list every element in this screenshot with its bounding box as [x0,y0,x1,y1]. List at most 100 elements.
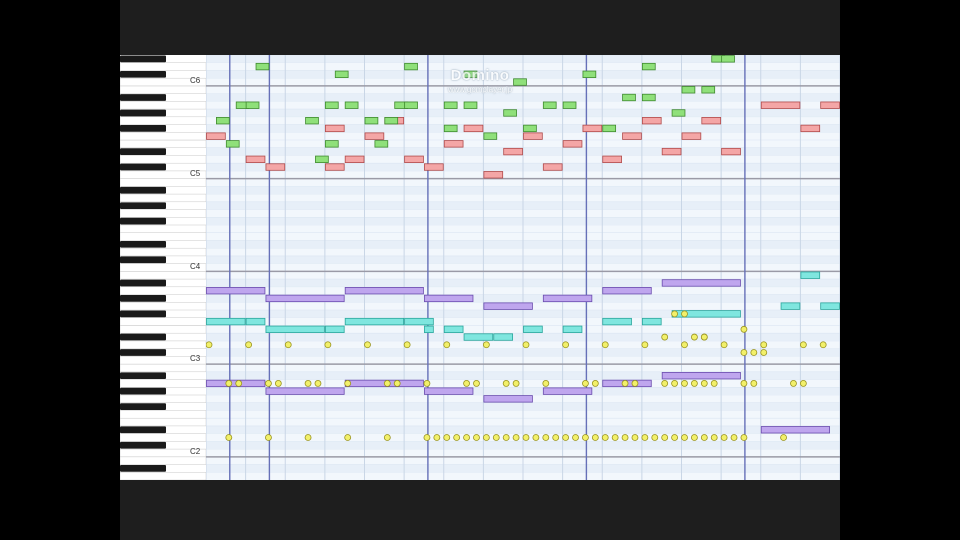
note-red [344,155,365,163]
note-cyan [265,325,325,333]
note-red [523,132,543,140]
note-cyan [562,325,583,333]
note-green [513,78,527,86]
note-green [374,140,389,148]
note-yellow [423,380,431,387]
note-yellow [691,380,698,387]
white-key [120,209,206,218]
note-yellow [463,380,470,387]
note-yellow [641,341,649,349]
note-green [542,101,557,109]
note-yellow [344,380,352,387]
note-yellow [710,434,718,441]
note-cyan [780,302,801,310]
note-yellow [582,380,589,387]
note-yellow [760,349,768,356]
note-yellow [522,341,530,349]
note-yellow [502,434,510,441]
white-key [120,224,206,233]
piano-keys[interactable] [120,55,206,480]
white-key [120,77,206,87]
white-key [120,317,206,326]
black-key [120,333,166,341]
note-red [582,124,603,133]
note-yellow [314,380,322,387]
black-key [120,279,166,287]
black-key [120,109,166,117]
note-purple [483,395,533,403]
black-key [120,186,166,194]
black-key [120,403,166,410]
note-yellow [572,434,579,441]
octave-label: C6 [190,76,201,86]
note-green [681,86,696,94]
note-yellow [661,434,669,441]
note-green [622,93,636,102]
note-yellow [403,341,411,349]
white-key [120,433,206,442]
white-key [120,456,206,465]
note-yellow [463,434,470,441]
black-key [120,426,166,434]
note-cyan [404,317,434,326]
note-purple [602,287,652,295]
note-yellow [790,380,797,387]
black-key [120,55,166,63]
note-red [324,124,345,133]
note-grid[interactable] [206,55,840,480]
white-key [120,302,206,311]
note-green [255,62,270,71]
note-red [641,117,662,125]
note-yellow [819,341,827,349]
white-key [120,410,206,419]
black-key [120,387,166,395]
note-yellow [206,341,213,349]
note-yellow [591,434,599,441]
black-key [120,94,166,101]
octave-label: C4 [190,261,201,271]
note-red [721,147,741,156]
note-yellow [542,380,550,387]
white-key [120,62,206,71]
black-key [120,349,166,356]
note-red [245,155,266,163]
note-purple [344,287,424,295]
note-yellow [700,434,708,441]
note-purple [424,294,474,303]
note-yellow [482,434,490,441]
white-key [120,132,206,141]
note-purple [542,387,593,395]
white-key [120,363,206,373]
note-yellow [522,434,530,441]
note-yellow [512,434,520,441]
note-yellow [601,434,609,441]
note-cyan [424,325,434,333]
note-yellow [562,434,570,441]
note-yellow [681,341,688,349]
piano-keyboard[interactable]: C6 C5 C4 C3 C2 [120,55,207,480]
note-yellow [740,349,748,356]
white-key [120,101,206,110]
note-green [324,140,339,148]
note-green [641,62,656,71]
note-cyan [206,317,246,326]
note-red [424,163,444,171]
note-cyan [602,317,632,326]
note-green [503,109,517,117]
note-yellow [433,434,441,441]
note-red [463,124,484,133]
black-key [120,148,166,155]
note-yellow [671,434,678,441]
white-key [120,417,206,427]
note-yellow [591,380,599,387]
note-red [206,132,226,140]
note-green [701,86,716,94]
white-key [120,472,206,480]
note-yellow [720,434,728,441]
note-yellow [423,434,431,441]
note-cyan [344,317,405,326]
octave-label: C2 [190,447,201,457]
note-yellow [700,380,708,387]
note-grid-canvas[interactable] [206,55,840,480]
